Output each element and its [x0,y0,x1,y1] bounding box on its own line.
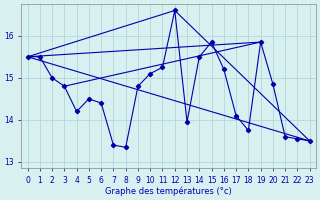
X-axis label: Graphe des températures (°c): Graphe des températures (°c) [105,186,232,196]
